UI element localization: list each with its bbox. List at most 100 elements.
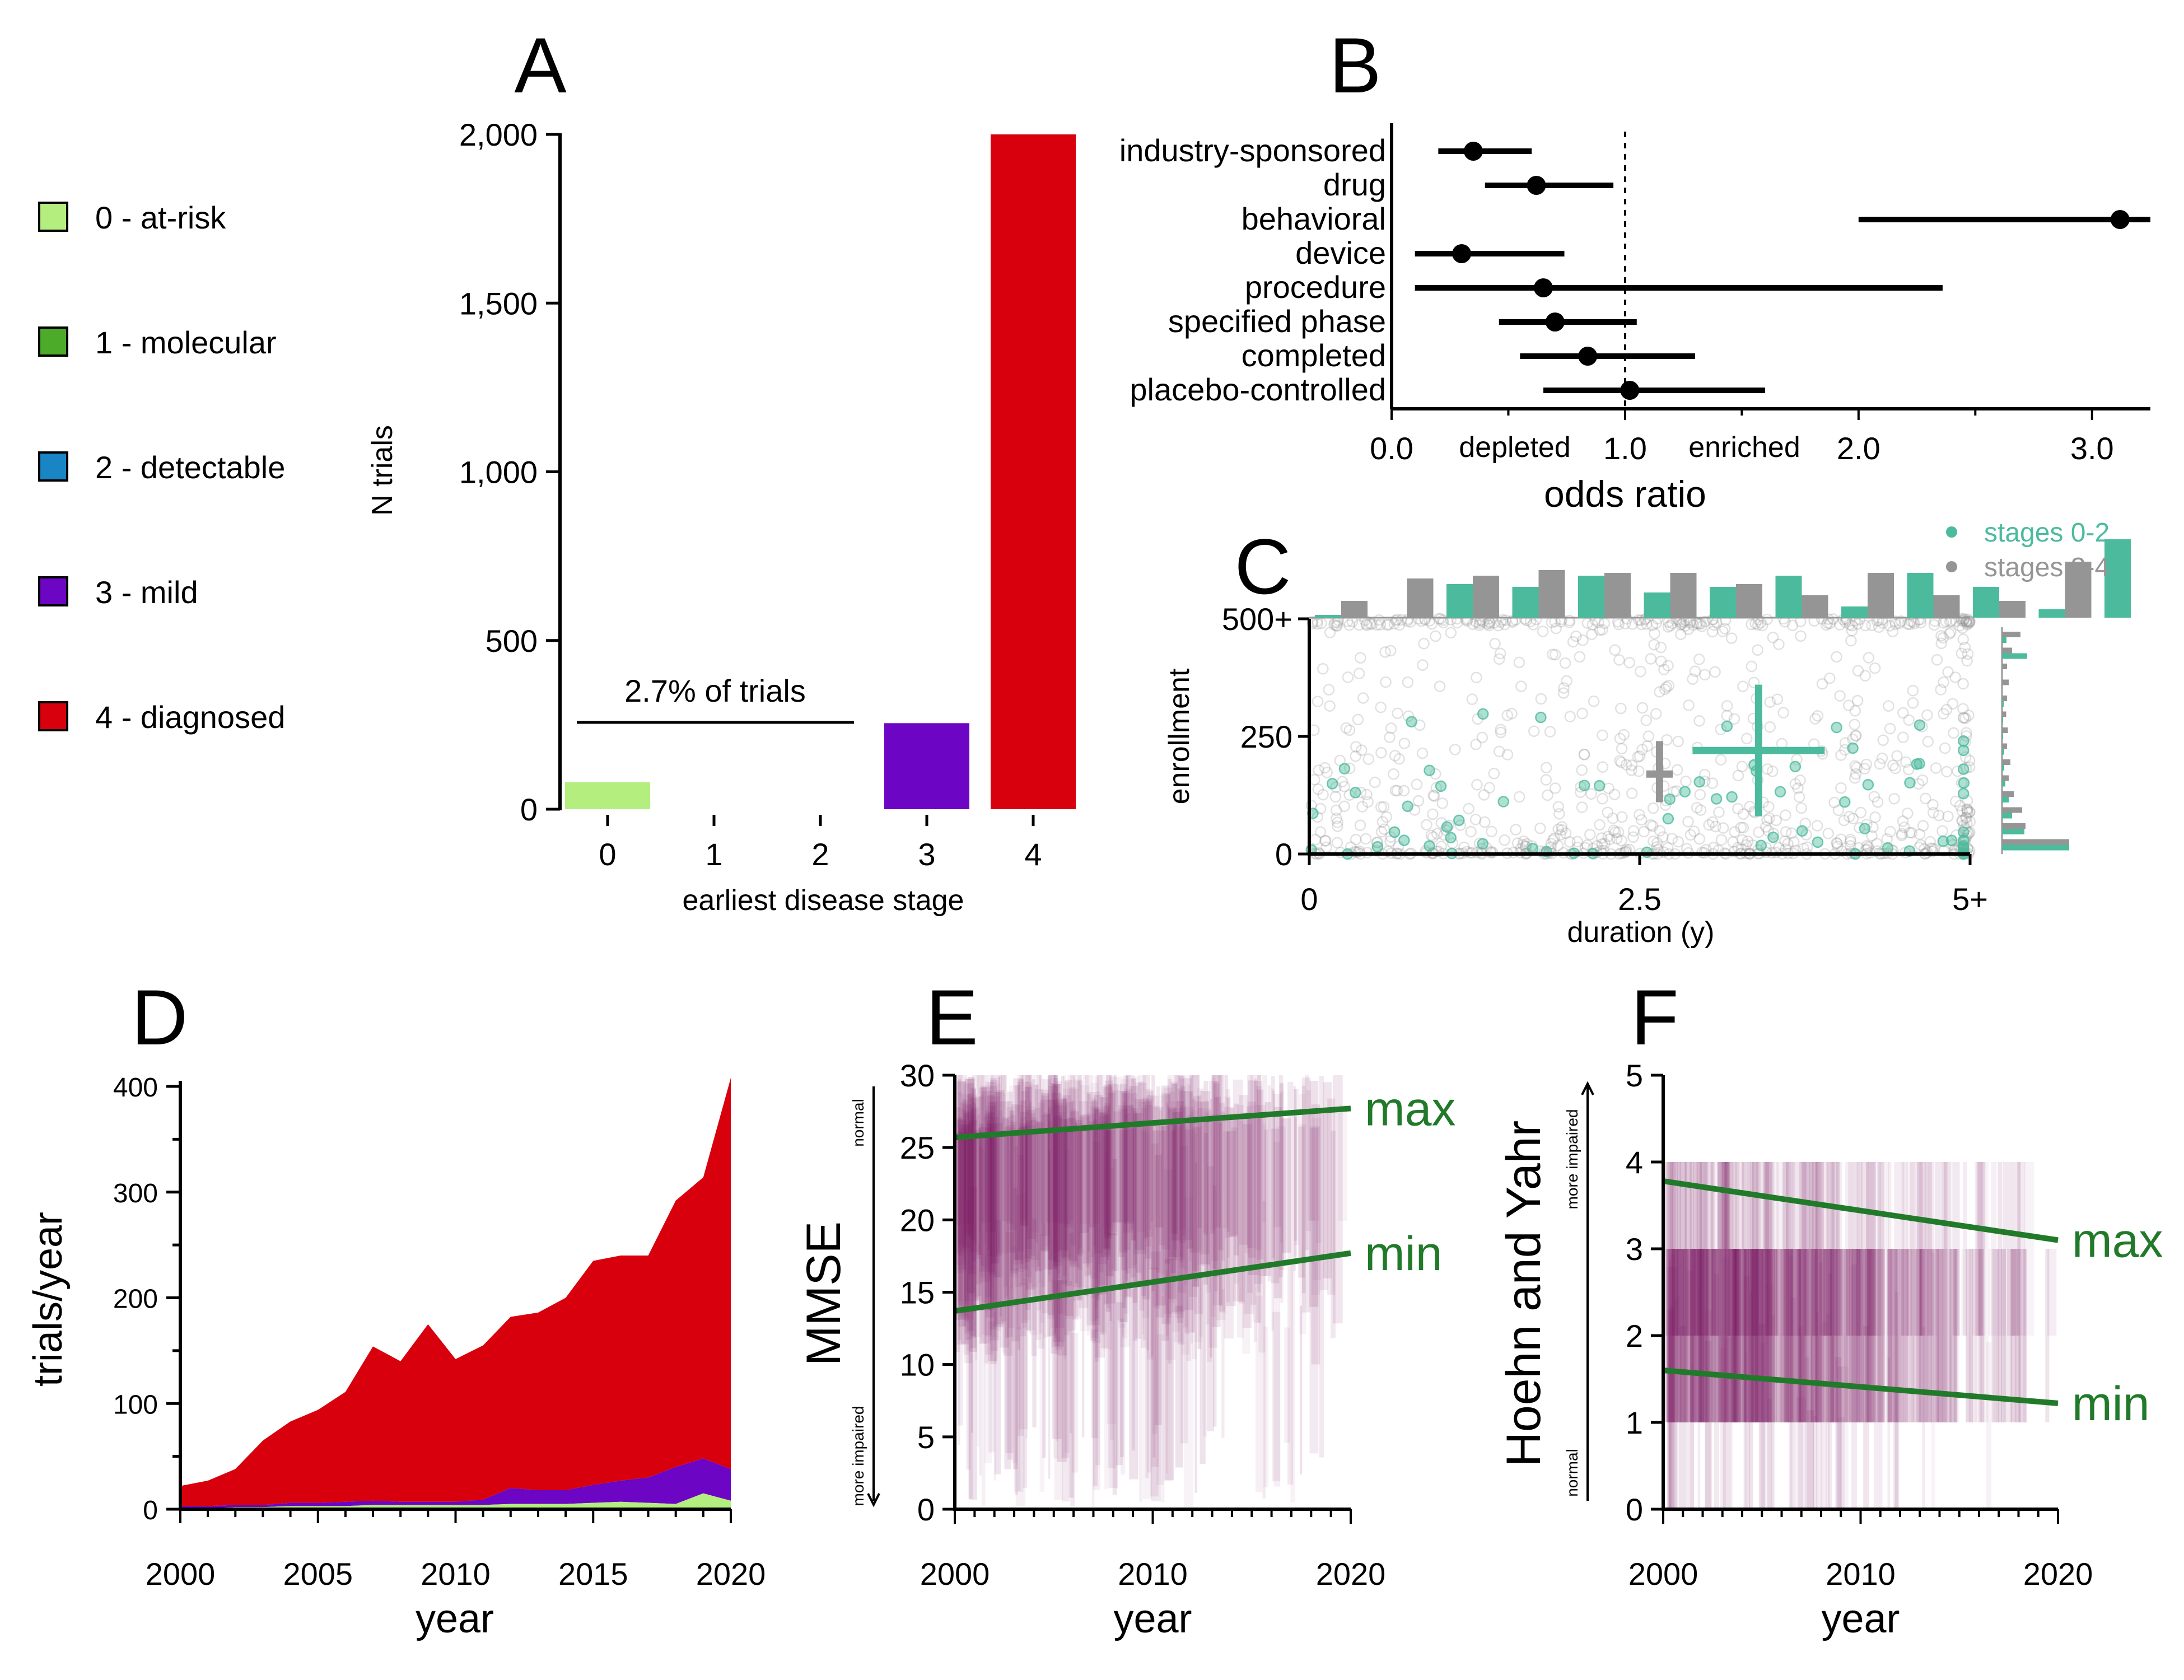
- strip: [1755, 1249, 1761, 1422]
- strip: [1707, 1249, 1716, 1336]
- strip: [1733, 1249, 1739, 1422]
- data-point: [1634, 750, 1646, 762]
- data-point: [1445, 627, 1457, 639]
- strip: [1744, 1249, 1751, 1422]
- strip: [1750, 1249, 1754, 1422]
- strip: [1814, 1249, 1822, 1422]
- strip: [1000, 1075, 1002, 1317]
- strip: [1800, 1162, 1808, 1422]
- data-point: [1636, 702, 1649, 714]
- strip: [1930, 1249, 1939, 1422]
- strip: [1171, 1083, 1178, 1278]
- data-point: [1544, 726, 1556, 738]
- strip: [1125, 1113, 1131, 1274]
- data-point: [1897, 707, 1909, 719]
- data-point: [1847, 813, 1859, 825]
- data-point: [1477, 708, 1489, 720]
- strip: [1819, 1249, 1826, 1336]
- strip: [1145, 1231, 1149, 1478]
- strip: [1791, 1249, 1800, 1336]
- arrow-label-bottom: more impaired: [850, 1406, 867, 1506]
- strip: [1710, 1249, 1719, 1336]
- strip: [1750, 1249, 1760, 1336]
- data-point: [1691, 618, 1703, 630]
- strip: [1690, 1249, 1697, 1422]
- data-point: [1632, 614, 1645, 626]
- data-point: [1494, 745, 1505, 758]
- strip: [1135, 1113, 1144, 1286]
- x-tick-label: 2015: [558, 1556, 628, 1592]
- strip: [1244, 1114, 1250, 1253]
- strip: [1858, 1249, 1863, 1422]
- strip: [1923, 1162, 1929, 1336]
- fit-line-min: [1663, 1368, 2059, 1406]
- data-point: [1693, 654, 1705, 665]
- strip: [1813, 1249, 1817, 1336]
- strip: [1723, 1249, 1730, 1422]
- strip: [1821, 1249, 1827, 1336]
- strip: [1831, 1249, 1841, 1422]
- data-point: [1753, 826, 1765, 838]
- data-point: [1719, 623, 1731, 634]
- strip: [1273, 1107, 1282, 1299]
- strip: [1723, 1337, 1733, 1509]
- strip: [1671, 1249, 1680, 1336]
- strip: [1057, 1280, 1067, 1462]
- strip: [1848, 1162, 1858, 1422]
- strip: [1090, 1097, 1095, 1258]
- strip: [1676, 1249, 1684, 1336]
- strip: [994, 1220, 1001, 1474]
- data-point: [1360, 618, 1372, 630]
- data-point: [1406, 716, 1417, 728]
- strip: [1684, 1162, 1687, 1422]
- strip: [1120, 1318, 1124, 1457]
- strip: [1830, 1162, 1839, 1422]
- x-axis-label: odds ratio: [1544, 473, 1706, 515]
- data-point: [1834, 690, 1846, 702]
- strip: [1742, 1249, 1749, 1422]
- strip: [1758, 1249, 1763, 1336]
- strip: [972, 1075, 979, 1301]
- data-point: [1763, 812, 1775, 824]
- strip: [1080, 1117, 1090, 1331]
- strip: [1037, 1122, 1046, 1301]
- data-point: [1541, 762, 1552, 773]
- strip: [1061, 1130, 1071, 1224]
- data-point: [1835, 782, 1847, 794]
- data-point: [1471, 778, 1483, 791]
- data-point: [1710, 793, 1723, 805]
- strip: [981, 1087, 991, 1224]
- strip: [958, 1091, 962, 1340]
- strip: [1676, 1162, 1686, 1422]
- strip: [960, 1103, 964, 1256]
- strip: [1028, 1075, 1032, 1284]
- y-tick-label: 1,500: [459, 286, 538, 321]
- strip: [1030, 1113, 1035, 1256]
- data-point: [1961, 803, 1973, 815]
- strip: [1119, 1130, 1128, 1253]
- data-point: [1638, 825, 1650, 838]
- strip: [1796, 1249, 1802, 1422]
- data-point: [1620, 759, 1632, 771]
- strip: [1926, 1249, 1933, 1336]
- data-point: [1761, 814, 1773, 826]
- strip: [1761, 1249, 1766, 1422]
- strip: [978, 1128, 982, 1296]
- data-point: [1382, 845, 1394, 857]
- data-point: [1438, 829, 1450, 841]
- strip: [1159, 1119, 1165, 1245]
- data-point: [1863, 652, 1875, 664]
- stages-3-4-points: [1305, 613, 1976, 860]
- data-point: [1935, 684, 1947, 696]
- data-point: [1476, 731, 1488, 744]
- data-point: [1917, 820, 1929, 832]
- data-point: [1375, 701, 1387, 713]
- strip: [1686, 1249, 1693, 1336]
- data-point: [1646, 619, 1659, 631]
- data-point: [1330, 804, 1342, 816]
- strip: [1301, 1085, 1306, 1294]
- strip: [1020, 1127, 1026, 1337]
- y-tick-label: 200: [113, 1285, 158, 1314]
- data-point: [1575, 786, 1586, 798]
- data-point: [1641, 618, 1653, 630]
